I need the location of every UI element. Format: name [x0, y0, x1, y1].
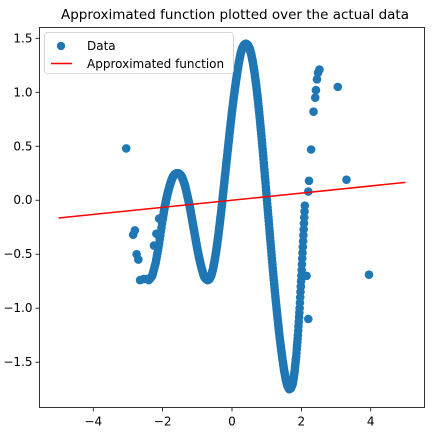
- data-point: [130, 226, 140, 235]
- data-point: [121, 144, 131, 153]
- data-point: [309, 107, 318, 116]
- data-point: [333, 82, 343, 92]
- approximated-function-line: [58, 181, 406, 219]
- data-point: [312, 75, 322, 84]
- y-tick-label: 1.0: [13, 85, 32, 99]
- data-point: [149, 241, 159, 250]
- data-point: [152, 229, 161, 238]
- data-point: [310, 93, 320, 102]
- chart-title: Approximated function plotted over the a…: [61, 7, 409, 23]
- y-tick-label: 0.5: [13, 139, 32, 153]
- y-tick-label: −1.5: [3, 355, 32, 369]
- data-point: [306, 145, 316, 154]
- data-point: [154, 214, 164, 223]
- data-point: [300, 201, 310, 210]
- legend: Data Approximated function: [44, 32, 234, 74]
- data-point: [304, 176, 314, 186]
- x-tick-label: −2: [154, 415, 172, 429]
- x-tick-label: 4: [367, 415, 375, 429]
- x-tick-label: 0: [228, 415, 236, 429]
- y-tick-label: −0.5: [3, 247, 32, 261]
- data-point: [342, 175, 351, 185]
- legend-marker-data: [56, 41, 66, 51]
- y-tick-label: 1.5: [13, 31, 32, 45]
- x-tick-label: −4: [84, 415, 102, 429]
- legend-box: [44, 32, 234, 74]
- data-point: [302, 271, 311, 281]
- data-point: [311, 85, 321, 95]
- data-point: [315, 65, 324, 74]
- data-point: [304, 187, 313, 196]
- y-tick-label: 0.0: [13, 193, 32, 207]
- data-point: [364, 270, 374, 280]
- legend-label-data: Data: [87, 39, 116, 53]
- axes: −4 −2 0 2 4 −1.5 −1.0 −0.5 0.0 0.5 1.0 1.5: [3, 31, 374, 428]
- data-point: [142, 274, 152, 284]
- plot-area: [58, 39, 406, 394]
- legend-label-approximated-function: Approximated function: [87, 57, 224, 71]
- y-tick-label: −1.0: [3, 301, 32, 315]
- x-tick-label: 2: [298, 415, 306, 429]
- data-point: [134, 255, 143, 264]
- data-point: [304, 314, 313, 324]
